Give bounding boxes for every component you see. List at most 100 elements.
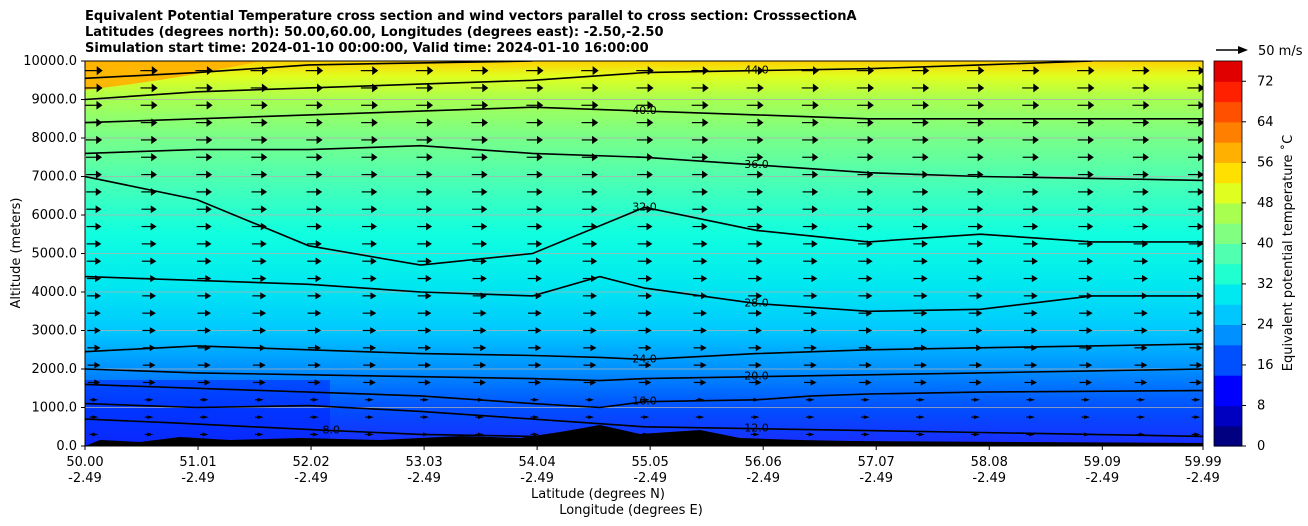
x-axis-label-lat: Latitude (degrees N) bbox=[531, 487, 665, 502]
wind-arrow bbox=[636, 100, 654, 110]
wind-arrow bbox=[693, 344, 707, 352]
wind-arrow bbox=[307, 274, 322, 283]
wind-arrow bbox=[141, 222, 157, 231]
wind-arrow bbox=[86, 170, 102, 179]
wind-arrow bbox=[140, 135, 158, 145]
x-tick-label-lon: -2.49 bbox=[746, 471, 780, 486]
wind-arrow bbox=[1189, 344, 1203, 352]
wind-arrow bbox=[527, 222, 543, 231]
wind-arrow bbox=[195, 100, 213, 110]
wind-arrow bbox=[362, 274, 377, 283]
wind-arrow bbox=[1188, 205, 1203, 214]
wind-arrow bbox=[692, 274, 708, 283]
wind-arrow bbox=[141, 170, 158, 179]
wind-arrow bbox=[583, 344, 597, 352]
wind-arrow bbox=[638, 327, 652, 334]
wind-arrow bbox=[471, 118, 489, 127]
wind-arrow bbox=[417, 292, 432, 300]
wind-arrow bbox=[1187, 135, 1203, 145]
y-tick-label: 5000.0 bbox=[32, 247, 78, 262]
colorbar-tick-label: 32 bbox=[1257, 277, 1274, 292]
wind-arrow bbox=[803, 257, 818, 265]
wind-arrow bbox=[861, 415, 870, 420]
wind-arrow bbox=[911, 83, 930, 93]
wind-arrow bbox=[307, 292, 322, 300]
colorbar-segment bbox=[1214, 314, 1242, 326]
wind-arrow bbox=[1189, 361, 1203, 369]
colorbar-segment bbox=[1214, 294, 1242, 305]
wind-arrow bbox=[417, 257, 432, 265]
wind-arrow bbox=[861, 432, 870, 437]
colorbar-segment bbox=[1214, 324, 1242, 336]
wind-arrow bbox=[802, 205, 818, 214]
x-tick-label-lon: -2.49 bbox=[407, 471, 441, 486]
wind-arrow bbox=[1188, 170, 1203, 179]
wind-arrow bbox=[967, 83, 985, 93]
title-line-3: Simulation start time: 2024-01-10 00:00:… bbox=[85, 41, 649, 56]
wind-arrow bbox=[197, 361, 211, 369]
wind-arrow bbox=[638, 361, 652, 369]
wind-arrow bbox=[747, 153, 764, 162]
wind-arrow bbox=[252, 361, 266, 369]
wind-arrow bbox=[420, 397, 429, 402]
wind-arrow bbox=[912, 100, 929, 110]
colorbar-segment bbox=[1214, 192, 1242, 204]
wind-arrow bbox=[1077, 153, 1094, 162]
wind-arrow bbox=[1079, 379, 1093, 386]
wind-arrow bbox=[472, 274, 487, 283]
wind-arrow bbox=[252, 292, 267, 300]
wind-arrow bbox=[691, 118, 709, 127]
wind-arrow bbox=[418, 361, 432, 369]
wind-arrow bbox=[85, 83, 103, 93]
contour-label: 32.0 bbox=[632, 200, 657, 213]
wind-arrow bbox=[968, 257, 983, 265]
wind-arrow bbox=[692, 170, 709, 179]
x-tick-label-lat: 50.00 bbox=[66, 455, 103, 470]
wind-arrow bbox=[691, 135, 709, 145]
wind-arrow bbox=[1187, 118, 1203, 127]
colorbar-segment bbox=[1214, 263, 1242, 275]
wind-arrow bbox=[527, 309, 542, 317]
wind-arrow bbox=[528, 379, 542, 386]
wind-arrow bbox=[637, 187, 653, 196]
wind-arrow bbox=[913, 257, 928, 265]
wind-arrow bbox=[86, 222, 102, 231]
colorbar-segment bbox=[1214, 61, 1242, 72]
wind-arrow bbox=[636, 118, 654, 127]
wind-arrow bbox=[803, 344, 817, 352]
wind-arrow bbox=[416, 187, 433, 196]
contour-label: 8.0 bbox=[322, 424, 340, 437]
wind-arrow bbox=[801, 83, 819, 93]
x-tick-label-lat: 53.03 bbox=[405, 455, 442, 470]
wind-arrow bbox=[1022, 170, 1039, 179]
x-tick-label-lat: 59.09 bbox=[1084, 455, 1121, 470]
wind-arrow bbox=[803, 361, 817, 369]
wind-arrow bbox=[967, 118, 984, 127]
wind-arrow bbox=[85, 66, 103, 76]
wind-arrow bbox=[472, 222, 488, 231]
wind-arrow bbox=[1078, 205, 1094, 214]
wind-arrow bbox=[418, 379, 431, 386]
contour-line bbox=[85, 368, 1203, 382]
wind-arrow bbox=[692, 187, 708, 196]
wind-arrow bbox=[87, 361, 101, 369]
wind-arrow bbox=[693, 309, 707, 317]
contour-line bbox=[85, 402, 1203, 438]
wind-arrow bbox=[1187, 83, 1203, 93]
wind-arrow bbox=[1133, 257, 1149, 265]
colorbar-segment bbox=[1214, 283, 1242, 295]
wind-arrow bbox=[967, 205, 984, 214]
wind-arrow bbox=[362, 344, 377, 352]
wind-arrow bbox=[912, 205, 929, 214]
colorbar: 0 8 16 24 32 40 48 56 64 72 bbox=[1213, 60, 1274, 454]
wind-arrow bbox=[1079, 327, 1093, 334]
wind-arrow bbox=[637, 240, 653, 248]
wind-arrow bbox=[1132, 118, 1150, 127]
wind-arrow bbox=[87, 327, 101, 334]
wind-arrow bbox=[858, 361, 872, 369]
wind-arrow bbox=[1024, 361, 1038, 369]
wind-arrow bbox=[1134, 327, 1148, 334]
wind-arrow bbox=[968, 222, 984, 231]
wind-arrow bbox=[1023, 222, 1039, 231]
wind-arrow bbox=[473, 344, 487, 352]
